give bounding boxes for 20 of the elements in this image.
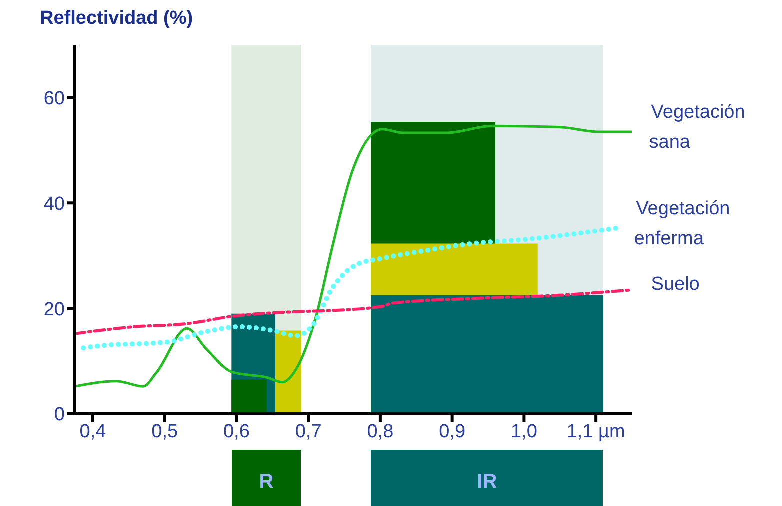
series-label: Vegetación sana [649,102,746,153]
x-tick-label: 1,1 µm [566,421,626,442]
x-tick-label: 0,8 [367,421,394,442]
series-label: Suelo [651,274,700,296]
y-tick-label: 40 [44,194,65,215]
band-label: R [232,450,302,506]
x-tick-label: 0,5 [152,421,178,442]
line-series [75,288,632,336]
series-label: Vegetación enferma [634,198,730,250]
x-tick-label: 1,0 [510,421,538,442]
band-label: IR [371,450,604,506]
y-axis-title: Reflectividad (%) [40,8,194,30]
x-tick-label: 0,6 [224,421,250,442]
x-tick-label: 0,9 [439,421,466,442]
y-tick-label: 60 [44,88,65,110]
x-tick-label: 0,4 [80,421,107,442]
line-series [75,124,632,388]
y-tick-label: 0 [54,404,65,426]
y-tick-label: 20 [44,299,65,320]
x-tick-label: 0,7 [295,421,322,442]
